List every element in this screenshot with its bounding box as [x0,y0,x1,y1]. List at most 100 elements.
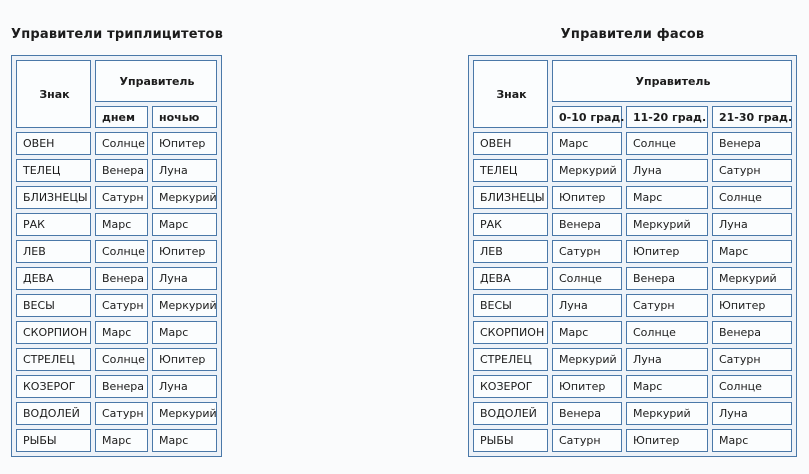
planet-cell: Луна [152,159,217,182]
ruler-column-header: Управитель [552,60,793,102]
planet-cell: Марс [95,213,148,236]
table-row: КОЗЕРОГ Юпитер Марс Солнце [473,375,793,398]
zodiac-sign-cell: РАК [16,213,91,236]
zodiac-sign-cell: ТЕЛЕЦ [16,159,91,182]
planet-cell: Юпитер [626,240,708,263]
planet-cell: Венера [552,402,622,425]
planet-cell: Юпитер [626,429,708,452]
zodiac-sign-cell: ОВЕН [473,132,548,155]
table-row: РЫБЫ Сатурн Юпитер Марс [473,429,793,452]
planet-cell: Марс [626,186,708,209]
table-row: ТЕЛЕЦ Меркурий Луна Сатурн [473,159,793,182]
planet-cell: Юпитер [152,348,217,371]
planet-cell: Юпитер [152,132,217,155]
planet-cell: Солнце [712,186,793,209]
table-row: ДЕВА Солнце Венера Меркурий [473,267,793,290]
planet-cell: Венера [712,132,793,155]
planet-cell: Луна [626,348,708,371]
table-row: ОВЕН Марс Солнце Венера [473,132,793,155]
planet-cell: Венера [552,213,622,236]
sign-column-header: Знак [16,60,91,128]
triplicity-table-body: ОВЕН Солнце Юпитер ТЕЛЕЦ Венера Луна БЛИЗНЕЦЫ С… [16,132,217,452]
zodiac-sign-cell: БЛИЗНЕЦЫ [16,186,91,209]
table-row: РАК Венера Меркурий Луна [473,213,793,236]
table-row: ТЕЛЕЦ Венера Луна [16,159,217,182]
planet-cell: Меркурий [712,267,793,290]
zodiac-sign-cell: ВОДОЛЕЙ [16,402,91,425]
faces-table-title: Управители фасов [560,27,705,42]
planet-cell: Луна [712,402,793,425]
zodiac-sign-cell: ВОДОЛЕЙ [473,402,548,425]
zodiac-sign-cell: ЛЕВ [473,240,548,263]
zodiac-sign-cell: ТЕЛЕЦ [473,159,548,182]
planet-cell: Меркурий [552,348,622,371]
table-row: ЛЕВ Сатурн Юпитер Марс [473,240,793,263]
planet-cell: Марс [552,132,622,155]
table-row: ДЕВА Венера Луна [16,267,217,290]
planet-cell: Солнце [552,267,622,290]
zodiac-sign-cell: СТРЕЛЕЦ [16,348,91,371]
zodiac-sign-cell: РЫБЫ [473,429,548,452]
zodiac-sign-cell: РАК [473,213,548,236]
subheader-night: ночью [152,106,217,128]
planet-cell: Венера [626,267,708,290]
table-row: ОВЕН Солнце Юпитер [16,132,217,155]
planet-cell: Марс [712,240,793,263]
planet-cell: Марс [152,321,217,344]
table-row: БЛИЗНЕЦЫ Юпитер Марс Солнце [473,186,793,209]
zodiac-sign-cell: БЛИЗНЕЦЫ [473,186,548,209]
planet-cell: Юпитер [552,375,622,398]
table-row: ВЕСЫ Луна Сатурн Юпитер [473,294,793,317]
zodiac-sign-cell: ДЕВА [16,267,91,290]
table-row: ВЕСЫ Сатурн Меркурий [16,294,217,317]
subheader-deg-11-20: 11-20 град. [626,106,708,128]
planet-cell: Солнце [626,132,708,155]
planet-cell: Юпитер [552,186,622,209]
planet-cell: Луна [712,213,793,236]
planet-cell: Меркурий [626,402,708,425]
planet-cell: Венера [712,321,793,344]
sign-column-header: Знак [473,60,548,128]
ruler-column-header: Управитель [95,60,217,102]
table-row: СТРЕЛЕЦ Меркурий Луна Сатурн [473,348,793,371]
planet-cell: Марс [712,429,793,452]
planet-cell: Солнце [95,132,148,155]
table-row: СКОРПИОН Марс Солнце Венера [473,321,793,344]
zodiac-sign-cell: КОЗЕРОГ [473,375,548,398]
planet-cell: Луна [152,267,217,290]
zodiac-sign-cell: КОЗЕРОГ [16,375,91,398]
planet-cell: Меркурий [152,186,217,209]
triplicity-table-header: Знак Управитель днем ночью [16,60,217,128]
zodiac-sign-cell: СКОРПИОН [473,321,548,344]
zodiac-sign-cell: ВЕСЫ [16,294,91,317]
subheader-day: днем [95,106,148,128]
table-row: РЫБЫ Марс Марс [16,429,217,452]
planet-cell: Сатурн [95,294,148,317]
planet-cell: Меркурий [552,159,622,182]
planet-cell: Венера [95,375,148,398]
faces-table: Знак Управитель 0-10 град. 11-20 град. 2… [468,55,798,457]
table-row: СКОРПИОН Марс Марс [16,321,217,344]
planet-cell: Солнце [712,375,793,398]
planet-cell: Марс [152,213,217,236]
zodiac-sign-cell: ВЕСЫ [473,294,548,317]
planet-cell: Сатурн [552,240,622,263]
planet-cell: Марс [95,321,148,344]
zodiac-sign-cell: СТРЕЛЕЦ [473,348,548,371]
zodiac-sign-cell: ДЕВА [473,267,548,290]
table-row: БЛИЗНЕЦЫ Сатурн Меркурий [16,186,217,209]
planet-cell: Солнце [95,348,148,371]
faces-table-section: Управители фасов Знак Управитель 0-10 гр… [468,27,798,457]
triplicity-table: Знак Управитель днем ночью ОВЕН Солнце Юпи… [11,55,222,457]
zodiac-sign-cell: СКОРПИОН [16,321,91,344]
planet-cell: Сатурн [626,294,708,317]
table-row: ВОДОЛЕЙ Сатурн Меркурий [16,402,217,425]
planet-cell: Солнце [626,321,708,344]
planet-cell: Венера [95,159,148,182]
table-row: ВОДОЛЕЙ Венера Меркурий Луна [473,402,793,425]
table-row: ЛЕВ Солнце Юпитер [16,240,217,263]
planet-cell: Луна [552,294,622,317]
planet-cell: Марс [95,429,148,452]
planet-cell: Меркурий [626,213,708,236]
planet-cell: Сатурн [552,429,622,452]
